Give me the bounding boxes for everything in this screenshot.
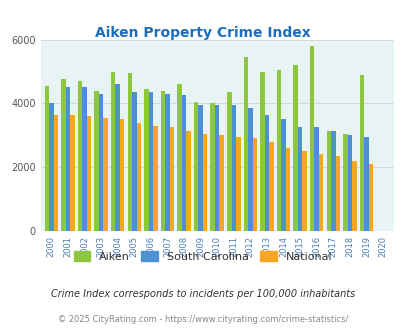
Bar [318,154,323,231]
Bar [276,70,281,231]
Bar [99,94,103,231]
Bar [144,89,148,231]
Bar [247,108,252,231]
Bar [181,95,186,231]
Bar [260,72,264,231]
Bar [335,156,339,231]
Bar [186,130,190,231]
Bar [61,80,66,231]
Bar [214,105,219,231]
Bar [368,164,372,231]
Bar [127,73,132,231]
Bar [45,86,49,231]
Bar [293,65,297,231]
Bar [115,84,119,231]
Bar [78,81,82,231]
Bar [136,122,141,231]
Bar [252,139,256,231]
Text: © 2025 CityRating.com - https://www.cityrating.com/crime-statistics/: © 2025 CityRating.com - https://www.city… [58,315,347,324]
Bar [165,94,169,231]
Legend: Aiken, South Carolina, National: Aiken, South Carolina, National [69,247,336,267]
Bar [70,115,75,231]
Bar [49,103,53,231]
Bar [264,115,269,231]
Bar [226,92,231,231]
Bar [351,161,356,231]
Bar [53,115,58,231]
Bar [342,134,347,231]
Bar [219,135,224,231]
Bar [198,105,202,231]
Bar [119,119,124,231]
Bar [330,130,335,231]
Bar [243,57,247,231]
Bar [94,91,99,231]
Bar [326,130,330,231]
Bar [194,102,198,231]
Bar [314,127,318,231]
Bar [82,87,87,231]
Bar [153,126,157,231]
Bar [103,118,108,231]
Text: Aiken Property Crime Index: Aiken Property Crime Index [95,26,310,40]
Bar [66,87,70,231]
Bar [177,84,181,231]
Bar [231,105,235,231]
Bar [235,137,240,231]
Bar [285,148,290,231]
Bar [111,72,115,231]
Bar [210,103,214,231]
Bar [148,92,153,231]
Bar [302,151,306,231]
Bar [281,119,285,231]
Bar [347,135,351,231]
Bar [202,134,207,231]
Bar [309,46,314,231]
Bar [297,127,302,231]
Bar [87,116,91,231]
Bar [269,142,273,231]
Bar [363,137,368,231]
Bar [359,75,363,231]
Bar [160,91,165,231]
Bar [169,127,174,231]
Bar [132,92,136,231]
Text: Crime Index corresponds to incidents per 100,000 inhabitants: Crime Index corresponds to incidents per… [51,289,354,299]
